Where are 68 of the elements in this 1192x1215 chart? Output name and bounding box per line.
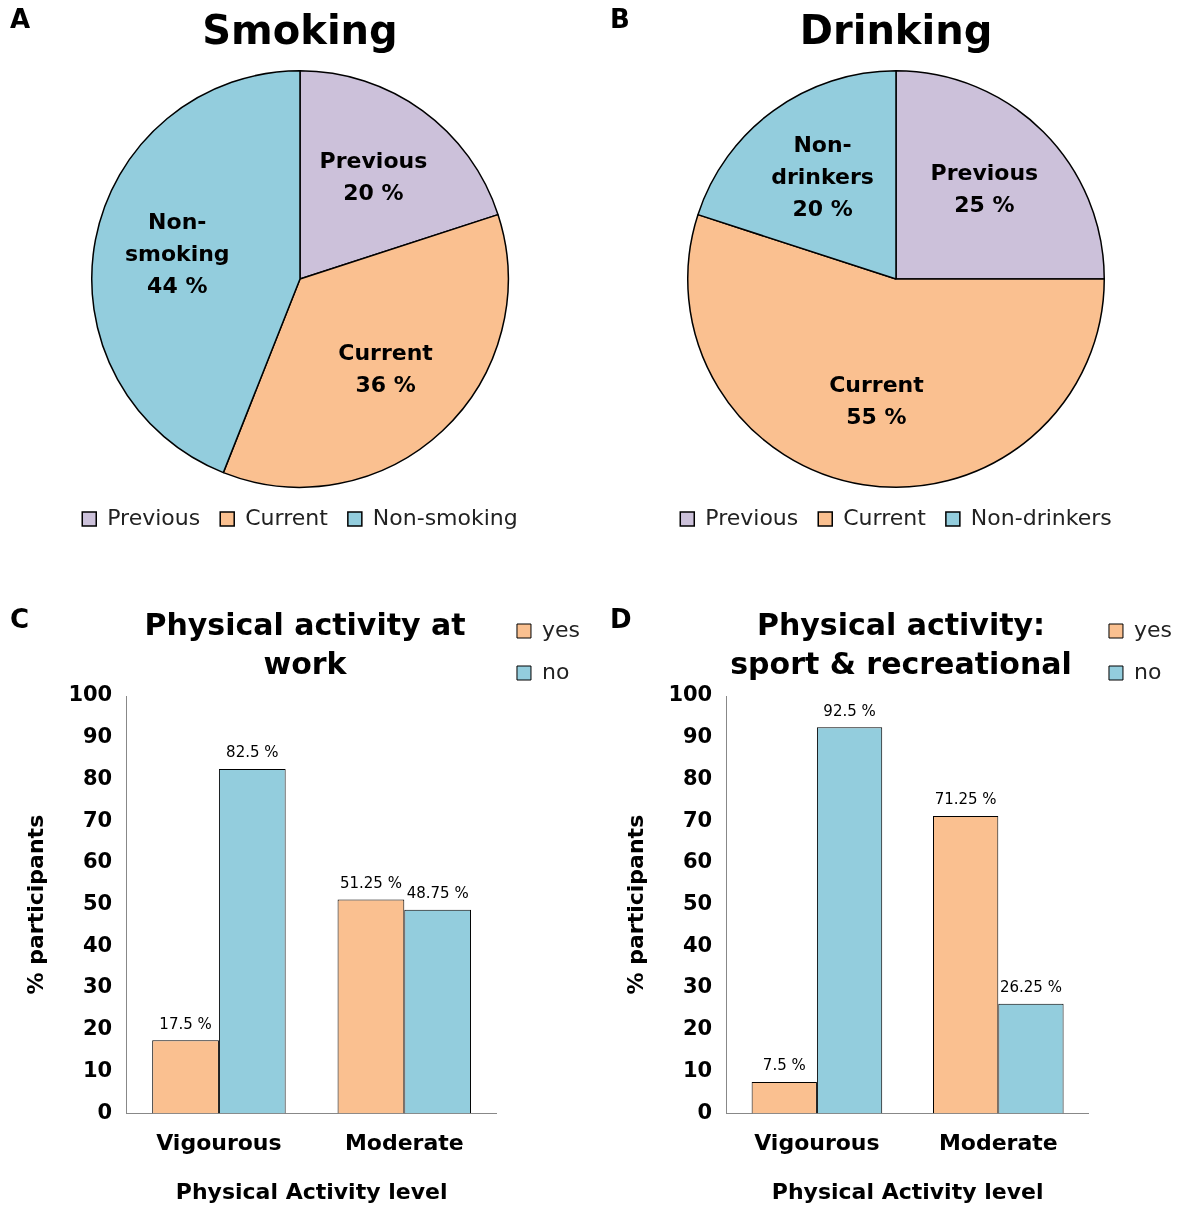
- y-tick-label: 40: [83, 932, 113, 957]
- y-tick-label: 60: [83, 849, 113, 874]
- y-tick-label: 50: [683, 891, 713, 916]
- slice-label: Previous: [319, 147, 428, 173]
- data-label: 92.5 %: [823, 701, 876, 720]
- y-tick-label: 80: [683, 765, 713, 790]
- chart-title: Smoking: [202, 7, 398, 54]
- x-axis-title: Physical Activity level: [771, 1178, 1044, 1204]
- text: B: [610, 4, 630, 34]
- y-tick-label: 0: [97, 1099, 113, 1124]
- y-tick-label: 30: [683, 974, 713, 999]
- x-tick-label: Vigourous: [156, 1130, 282, 1156]
- y-tick-label: 10: [83, 1057, 113, 1082]
- legend-label: yes: [1133, 616, 1173, 642]
- data-label: 25 %: [954, 192, 1015, 218]
- y-tick-label: 70: [83, 807, 113, 832]
- x-axis-title: Physical Activity level: [175, 1178, 448, 1204]
- data-label: 20 %: [792, 195, 853, 221]
- y-tick-label: 90: [683, 724, 713, 749]
- legend-label: Previous: [705, 504, 799, 530]
- legend-label: no: [541, 658, 570, 684]
- data-label: 71.25 %: [934, 790, 997, 809]
- y-tick-label: 20: [683, 1016, 713, 1041]
- y-tick-label: 50: [83, 891, 113, 916]
- chart-title: Physical activity: sport & recreational: [730, 607, 1072, 682]
- legend-label: no: [1133, 658, 1162, 684]
- y-axis-title: % participants: [622, 814, 648, 995]
- data-label: 7.5 %: [762, 1056, 806, 1075]
- data-label: 48.75 %: [406, 884, 469, 903]
- text: D: [610, 604, 632, 634]
- data-label: 20 %: [343, 179, 404, 205]
- data-label: 82.5 %: [226, 743, 279, 762]
- y-tick-label: 60: [683, 849, 713, 874]
- y-tick-label: 100: [668, 682, 713, 707]
- text: A: [10, 4, 31, 34]
- slice-label: Non-drinkers: [771, 131, 874, 189]
- y-tick-label: 0: [697, 1099, 713, 1124]
- y-tick-label: 100: [68, 682, 113, 707]
- data-label: 36 %: [355, 371, 416, 397]
- x-tick-label: Vigourous: [754, 1130, 880, 1156]
- y-tick-label: 70: [683, 807, 713, 832]
- slice-label: Previous: [930, 160, 1039, 186]
- legend-label: Previous: [107, 504, 201, 530]
- legend-label: Current: [245, 504, 329, 530]
- data-label: 44 %: [147, 273, 208, 299]
- legend-label: yes: [541, 616, 581, 642]
- y-tick-label: 90: [83, 724, 113, 749]
- data-label: 26.25 %: [999, 978, 1062, 997]
- y-tick-label: 80: [83, 765, 113, 790]
- slice-label: Current: [338, 339, 434, 365]
- legend-label: Current: [843, 504, 927, 530]
- x-tick-label: Moderate: [938, 1130, 1058, 1156]
- data-label: 17.5 %: [159, 1014, 212, 1033]
- y-tick-label: 40: [683, 932, 713, 957]
- y-tick-label: 10: [683, 1057, 713, 1082]
- slice-label: Non-smoking: [124, 209, 230, 267]
- text: C: [10, 604, 30, 634]
- x-tick-label: Moderate: [344, 1130, 464, 1156]
- y-axis-title: % participants: [22, 814, 48, 995]
- y-tick-label: 30: [83, 974, 113, 999]
- y-tick-label: 20: [83, 1016, 113, 1041]
- data-label: 55 %: [846, 404, 907, 430]
- legend-label: Non-smoking: [372, 504, 518, 530]
- chart-title: Physical activity at work: [144, 607, 466, 682]
- data-label: 51.25 %: [339, 873, 402, 892]
- legend-label: Non-drinkers: [970, 504, 1112, 530]
- chart-title: Drinking: [799, 7, 993, 54]
- slice-label: Current: [829, 372, 925, 398]
